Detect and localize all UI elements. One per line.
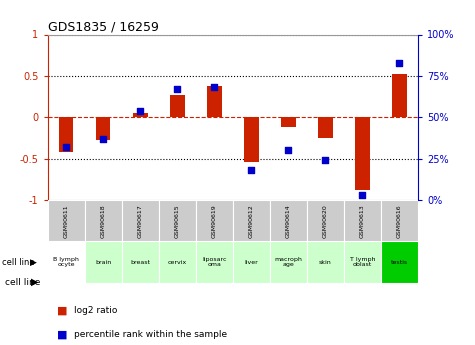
Bar [381, 200, 418, 242]
Bar [122, 200, 159, 242]
Bar [270, 200, 307, 242]
Text: GSM90612: GSM90612 [249, 204, 254, 238]
Bar [133, 113, 148, 117]
Bar [170, 95, 185, 117]
Text: breast: breast [130, 260, 150, 265]
Bar [48, 241, 85, 283]
Bar [122, 241, 159, 283]
Text: GDS1835 / 16259: GDS1835 / 16259 [48, 20, 158, 33]
Bar [85, 200, 122, 242]
Bar [85, 241, 122, 283]
Point [210, 85, 218, 90]
Bar [233, 241, 270, 283]
Point [62, 144, 70, 150]
Text: GSM90619: GSM90619 [212, 204, 217, 238]
Text: GSM90611: GSM90611 [64, 204, 68, 238]
Bar [307, 200, 344, 242]
Bar [307, 241, 344, 283]
Text: percentile rank within the sample: percentile rank within the sample [74, 330, 227, 339]
Bar [159, 200, 196, 242]
Bar [233, 200, 270, 242]
Bar [392, 74, 407, 117]
Bar [318, 117, 333, 138]
Text: GSM90620: GSM90620 [323, 204, 328, 238]
Bar [270, 241, 307, 283]
Text: cell line: cell line [5, 278, 40, 287]
Bar [355, 117, 370, 190]
Bar [58, 117, 74, 152]
Point [285, 148, 292, 153]
Point [396, 60, 403, 66]
Text: GSM90616: GSM90616 [397, 204, 402, 238]
Point [247, 168, 255, 173]
Point [359, 193, 366, 198]
Bar [344, 200, 381, 242]
Bar [281, 117, 296, 127]
Text: liver: liver [245, 260, 258, 265]
Text: T lymph
oblast: T lymph oblast [350, 257, 375, 267]
Text: GSM90618: GSM90618 [101, 204, 105, 238]
Text: GSM90614: GSM90614 [286, 204, 291, 238]
Bar [244, 117, 259, 162]
Text: GSM90613: GSM90613 [360, 204, 365, 238]
Text: B lymph
ocyte: B lymph ocyte [53, 257, 79, 267]
Text: ■: ■ [57, 306, 67, 315]
Text: macroph
age: macroph age [275, 257, 302, 267]
Bar [196, 241, 233, 283]
Text: GSM90615: GSM90615 [175, 204, 180, 238]
Text: cell line: cell line [2, 258, 35, 267]
Bar [95, 117, 111, 140]
Bar [207, 86, 222, 117]
Point [322, 158, 329, 163]
Text: GSM90617: GSM90617 [138, 204, 142, 238]
Text: ■: ■ [57, 330, 67, 339]
Bar [196, 200, 233, 242]
Bar [344, 241, 381, 283]
Text: ▶: ▶ [30, 258, 37, 267]
Text: cervix: cervix [168, 260, 187, 265]
Bar [381, 241, 418, 283]
Text: log2 ratio: log2 ratio [74, 306, 117, 315]
Point [99, 136, 107, 141]
Text: testis: testis [391, 260, 408, 265]
Text: ▶: ▶ [31, 277, 38, 287]
Text: brain: brain [95, 260, 111, 265]
Point [173, 86, 181, 92]
Bar [159, 241, 196, 283]
Bar [48, 200, 85, 242]
Text: liposarc
oma: liposarc oma [202, 257, 227, 267]
Text: skin: skin [319, 260, 332, 265]
Point [136, 108, 144, 114]
